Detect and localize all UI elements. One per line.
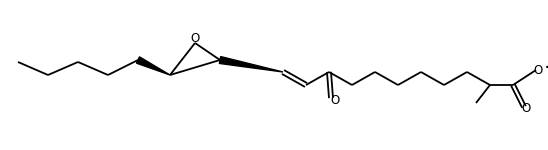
Polygon shape xyxy=(136,57,170,75)
Polygon shape xyxy=(219,57,283,72)
Text: O: O xyxy=(533,63,543,76)
Text: O: O xyxy=(521,102,530,116)
Text: O: O xyxy=(330,93,340,106)
Text: ·: · xyxy=(545,60,548,74)
Text: O: O xyxy=(190,32,199,45)
